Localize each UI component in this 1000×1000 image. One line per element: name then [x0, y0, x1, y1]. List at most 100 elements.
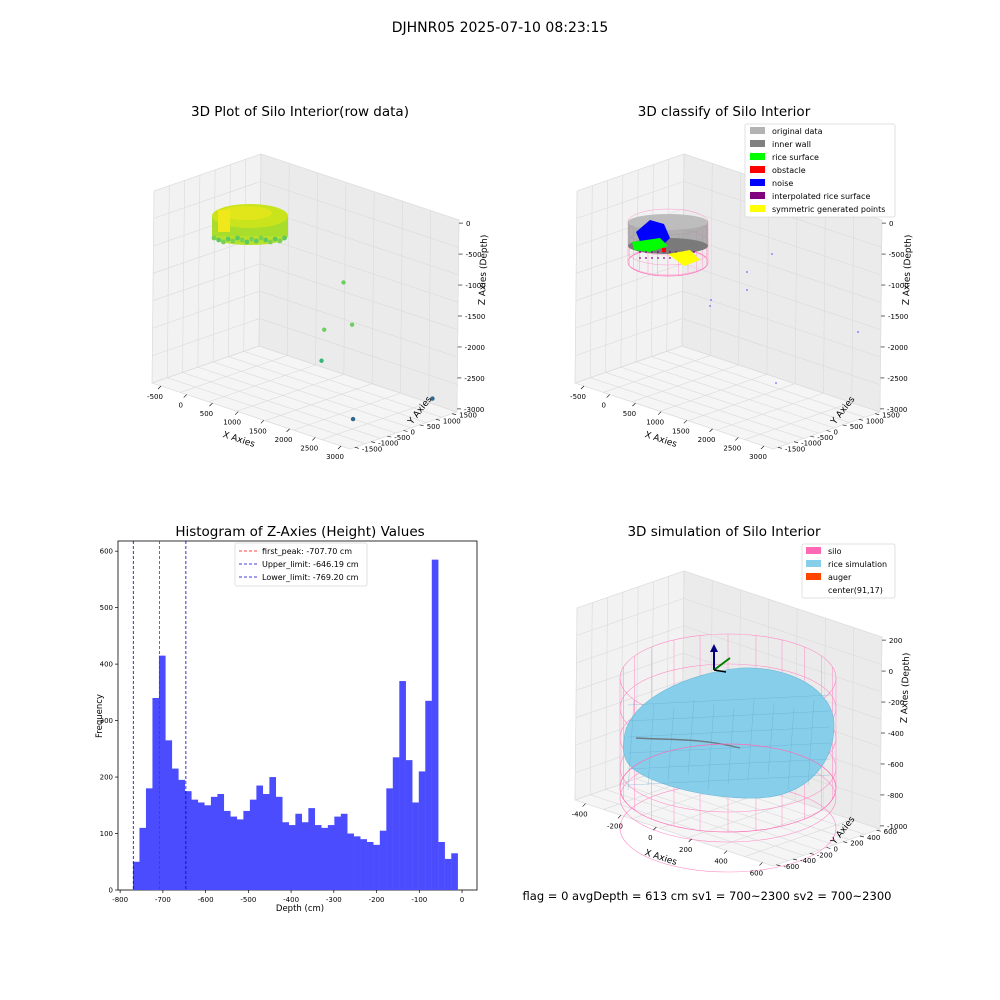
classify-grid-yz [620, 175, 624, 368]
simulation-xtick-label: 200 [679, 846, 692, 854]
histogram-bar [321, 827, 328, 890]
histogram-bar [132, 861, 140, 890]
raw-ztick-label: -2500 [464, 375, 484, 383]
simulation-xtick-label: -200 [607, 822, 623, 830]
simulation-xtick [688, 838, 692, 843]
histogram-bar [334, 816, 341, 890]
raw-xtick-label: 0 [178, 402, 182, 410]
simulation-mesh-line [747, 699, 755, 781]
classify-ztick-label: -2500 [887, 375, 907, 383]
raw-xtick [337, 445, 342, 450]
panel-simulation-3d: 3D simulation of Silo Interior -400-2000… [572, 524, 913, 877]
simulation-grid-xz [851, 627, 855, 820]
raw-blob-highlight [220, 206, 272, 220]
classify-xtick [580, 385, 585, 390]
raw-grid-yz [212, 169, 216, 362]
classify-legend-label: interpolated rice surface [772, 192, 870, 201]
panel-simulation-zlabel: Z Axies (Depth) [900, 653, 912, 724]
classify-ytick-label: 0 [834, 429, 838, 437]
raw-xtick [234, 411, 239, 415]
raw-grid-yz [243, 159, 247, 352]
raw-xtick [157, 385, 162, 390]
raw-ztick-label: -1000 [465, 282, 485, 290]
simulation-grid-y [605, 789, 804, 856]
histogram-bar [152, 697, 160, 890]
histogram-bar [392, 757, 400, 890]
classify-interp-point [657, 257, 659, 259]
classify-noise-point [746, 289, 748, 291]
raw-grid-yz [228, 164, 231, 357]
panel-classify-zlabel: Z Axies (Depth) [902, 235, 914, 306]
histogram-bar [262, 793, 270, 890]
raw-xtick [286, 428, 290, 433]
simulation-mesh-line [647, 703, 655, 786]
histogram-ytick-label: 200 [100, 774, 113, 782]
classify-grid-yz [651, 164, 654, 357]
classify-ztick-label: -3000 [887, 406, 907, 414]
classify-ytick [875, 413, 880, 415]
classify-xtick-label: 1000 [646, 419, 664, 427]
classify-noise-point [746, 271, 748, 273]
histogram-bar [171, 768, 179, 890]
classify-grid-y [590, 377, 789, 444]
classify-grid-xz [794, 191, 798, 384]
classify-noise-point [857, 331, 859, 333]
raw-ytick-label: 1500 [459, 412, 477, 420]
histogram-bar [308, 808, 316, 890]
classify-noise-point [775, 382, 777, 384]
classify-grid-y [605, 372, 804, 439]
histogram-bar [236, 819, 244, 890]
panel-classify-legend: original data inner wall rice surface obsta… [744, 123, 896, 218]
simulation-grid-x [688, 800, 796, 838]
raw-grid-x [236, 374, 344, 412]
histogram-bar [184, 791, 192, 890]
classify-legend-label: symmetric generated points [772, 205, 885, 214]
classify-grid-x [688, 383, 796, 421]
classify-grid-y [636, 361, 835, 429]
histogram-xtick-label: -100 [411, 896, 427, 904]
histogram-bar [425, 700, 432, 890]
classify-legend-label: original data [772, 127, 823, 136]
classify-legend-label: inner wall [772, 140, 811, 149]
histogram-bar [353, 836, 361, 890]
classify-rice-surface [632, 238, 668, 252]
raw-grid-yz [151, 190, 155, 384]
raw-point [216, 237, 222, 243]
raw-ytick [371, 441, 376, 444]
simulation-grid-yz [605, 597, 608, 790]
classify-legend-label: obstacle [772, 166, 806, 175]
histogram-legend-label: Lower_limit: -769.20 cm [262, 573, 359, 582]
simulation-mesh-line [627, 774, 831, 786]
panel-simulation-title: 3D simulation of Silo Interior [627, 524, 821, 540]
histogram-bar [412, 802, 419, 890]
classify-grid-xz [709, 163, 713, 356]
figure-suptitle: DJHNR05 2025-07-10 08:23:15 [392, 20, 609, 36]
simulation-xtick-label: 400 [714, 858, 727, 866]
raw-ytick-label: 1000 [443, 417, 461, 425]
classify-interp-point [645, 257, 647, 259]
histogram-bar [204, 805, 212, 890]
simulation-mesh-line [787, 707, 795, 791]
simulation-ytick [809, 852, 814, 855]
histogram-bar [366, 841, 374, 890]
simulation-mesh-line [627, 694, 831, 706]
classify-interp-point [645, 251, 647, 253]
raw-xtick-label: -500 [147, 393, 163, 401]
raw-blob-wall [218, 210, 230, 232]
classify-grid-x [603, 355, 711, 393]
classify-ztick-label: -500 [889, 251, 905, 259]
raw-point [277, 238, 283, 244]
raw-xtick-label: 2000 [275, 436, 293, 444]
classify-xtick-label: 2500 [723, 444, 741, 452]
simulation-grid-y [590, 794, 789, 861]
classify-grid-y [620, 366, 819, 434]
raw-point [239, 237, 245, 243]
simulation-mesh-line [627, 742, 831, 754]
classify-interp-point [651, 251, 653, 253]
simulation-ztick-label: -600 [888, 761, 904, 769]
raw-ztick-label: -500 [466, 251, 482, 259]
simulation-xtick [723, 850, 728, 854]
raw-grid-x [293, 392, 401, 431]
simulation-center-x-arrow [713, 669, 727, 673]
